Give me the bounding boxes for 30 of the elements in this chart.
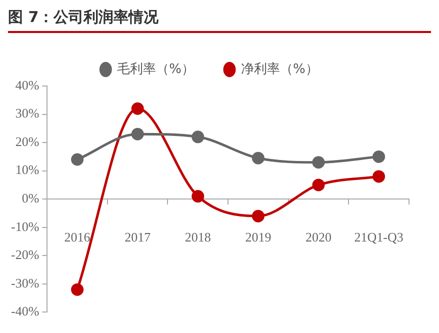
legend-label: 净利率（%） — [241, 60, 318, 77]
x-tick-label: 2019 — [245, 229, 272, 244]
point — [131, 128, 144, 140]
y-tick-label: 10% — [15, 162, 40, 178]
y-tick-label: 20% — [15, 134, 40, 149]
point — [192, 190, 204, 203]
x-tick-label: 2017 — [124, 229, 152, 244]
point — [71, 283, 84, 296]
point — [192, 130, 204, 144]
x-tick-label: 21Q1-Q3 — [354, 229, 404, 244]
point — [71, 153, 84, 166]
chart-title: 图 7：公司利润率情况 — [8, 8, 431, 33]
y-tick-label: 40% — [15, 77, 40, 92]
y-tick-label: -10% — [10, 218, 40, 234]
legend-label: 毛利率（%） — [117, 60, 195, 77]
x-tick-label: 2018 — [184, 229, 211, 244]
y-tick-label: -30% — [10, 275, 40, 290]
y-tick-label: -20% — [10, 247, 40, 262]
x-tick-label: 2016 — [64, 229, 91, 244]
point — [372, 170, 386, 183]
x-tick-label: 2020 — [305, 229, 332, 244]
y-tick-label: 0% — [22, 190, 40, 206]
point — [252, 210, 264, 222]
point — [252, 152, 264, 164]
y-tick-label: -40% — [10, 304, 40, 319]
point — [312, 178, 325, 192]
point — [372, 150, 386, 163]
point — [312, 156, 325, 169]
point — [131, 102, 144, 115]
y-tick-label: 30% — [15, 106, 40, 121]
